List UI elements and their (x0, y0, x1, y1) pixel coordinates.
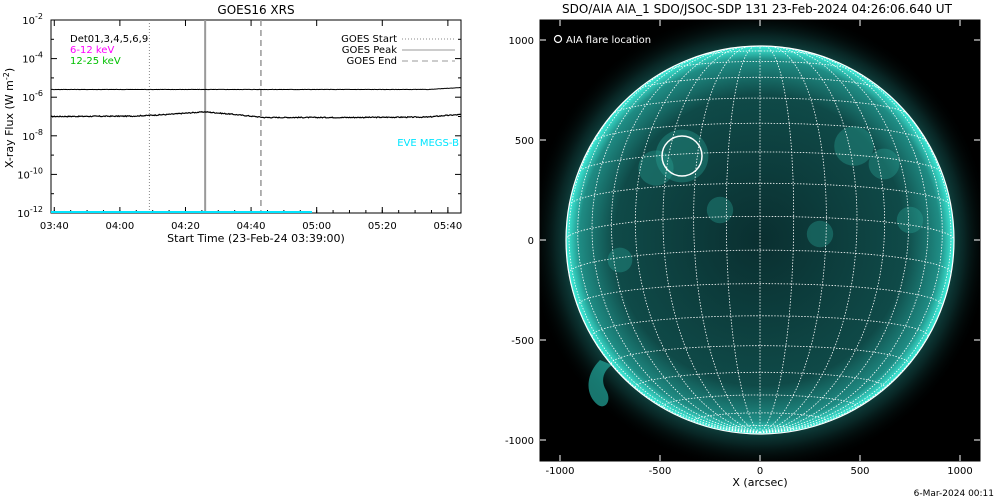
active-region (706, 196, 734, 224)
flare-location-marker (661, 135, 703, 177)
aia-y-tick-label: -1000 (505, 436, 534, 447)
coronal-plume (588, 360, 612, 407)
aia-image-panel: SDO/AIA AIA_1 SDO/JSOC-SDP 131 23-Feb-20… (505, 2, 994, 499)
longitude-line (759, 50, 929, 433)
goes-y-axis-label: X-ray Flux (W m-2) (2, 68, 16, 168)
legend-goes-end-label: GOES End (347, 56, 397, 67)
longitude-line (634, 47, 761, 433)
legend-flare-label: AIA flare location (566, 35, 651, 46)
longitude-line (759, 46, 858, 433)
active-regions (607, 126, 924, 273)
aia-x-tick-label: 500 (850, 466, 869, 477)
aia-x-axis-label: X (arcsec) (732, 476, 787, 489)
aia-y-tick-label: 0 (528, 236, 534, 247)
goes-x-tick-label: 05:00 (302, 221, 331, 232)
aia-x-tick-label: 0 (757, 466, 763, 477)
active-region (806, 220, 834, 248)
aia-y-tick-label: 500 (515, 136, 534, 147)
active-region (607, 247, 633, 273)
active-region (655, 129, 709, 183)
goes-x-tick-label: 03:40 (40, 221, 69, 232)
longitude-line (759, 47, 886, 433)
goes-y-tick-label: 10-10 (17, 166, 43, 181)
goes-x-tick-label: 04:00 (105, 221, 134, 232)
longitude-line (591, 50, 761, 433)
aia-y-tick-label: -500 (511, 336, 534, 347)
latitude-line (636, 76, 884, 91)
goes-y-tick-label: 10-4 (22, 51, 43, 66)
latitude-line (693, 412, 827, 421)
aia-y-tick-label: 1000 (509, 36, 534, 47)
legend-goes-start-label: GOES Start (341, 34, 397, 45)
longitude-line (577, 56, 761, 433)
goes-x-tick-label: 04:20 (171, 221, 200, 232)
legend-goes-peak-label: GOES Peak (342, 45, 397, 56)
goes-series (51, 86, 461, 119)
goes-y-tick-label: 10-6 (22, 89, 43, 104)
goes-x-tick-label: 05:40 (433, 221, 462, 232)
aia-y-axis: 1000 500 0 -500 -1000 (505, 36, 980, 447)
goes-y-tick-label: 10-2 (22, 12, 43, 27)
solar-limb (565, 45, 955, 435)
aia-x-axis: -1000 -500 0 500 1000 (545, 20, 973, 477)
goes-x-axis: 03:40 04:00 04:20 04:40 05:00 05:20 05:40 (40, 20, 462, 232)
latitude-line (577, 151, 943, 174)
eve-megs-b-label: EVE MEGS-B (397, 138, 459, 149)
longitude-line (759, 56, 943, 433)
goes-xrs-plot: GOES16 XRS 10-2 10-4 10-6 10-8 10-10 10-12 03… (2, 3, 462, 245)
goes-series-line-high-energy (51, 86, 461, 91)
latitude-line (666, 61, 854, 71)
latitude-line (591, 315, 929, 337)
goes-series-line-low-energy (51, 110, 461, 119)
active-region (638, 150, 674, 186)
aia-x-tick-label: -1000 (545, 466, 574, 477)
aia-image-title: SDO/AIA AIA_1 SDO/JSOC-SDP 131 23-Feb-20… (562, 2, 953, 16)
aia-x-tick-label: 1000 (947, 466, 972, 477)
longitude-line (662, 46, 761, 433)
goes-y-axis: 10-2 10-4 10-6 10-8 10-10 10-12 (17, 12, 461, 220)
goes-x-tick-label: 05:20 (368, 221, 397, 232)
generation-date: 6-Mar-2024 00:11 (914, 489, 994, 499)
goes-y-tick-label: 10-8 (22, 128, 43, 143)
legend-high-energy-label: 12-25 keV (70, 56, 121, 67)
legend-flare-symbol (553, 34, 563, 44)
active-region (896, 206, 924, 234)
active-region (834, 126, 874, 166)
active-region (868, 148, 900, 180)
legend-low-energy-label: 6-12 keV (70, 45, 114, 56)
legend-detector-label: Det01,3,4,5,6,9 (70, 34, 148, 45)
goes-plot-title: GOES16 XRS (217, 3, 294, 17)
latitude-line (568, 182, 952, 206)
goes-x-tick-label: 04:40 (237, 221, 266, 232)
latitude-line (611, 97, 909, 115)
goes-event-markers (148, 20, 262, 213)
goes-y-tick-label: 10-12 (17, 205, 43, 220)
aia-x-tick-label: -500 (649, 466, 672, 477)
goes-x-axis-label: Start Time (23-Feb-24 03:39:00) (167, 232, 345, 245)
